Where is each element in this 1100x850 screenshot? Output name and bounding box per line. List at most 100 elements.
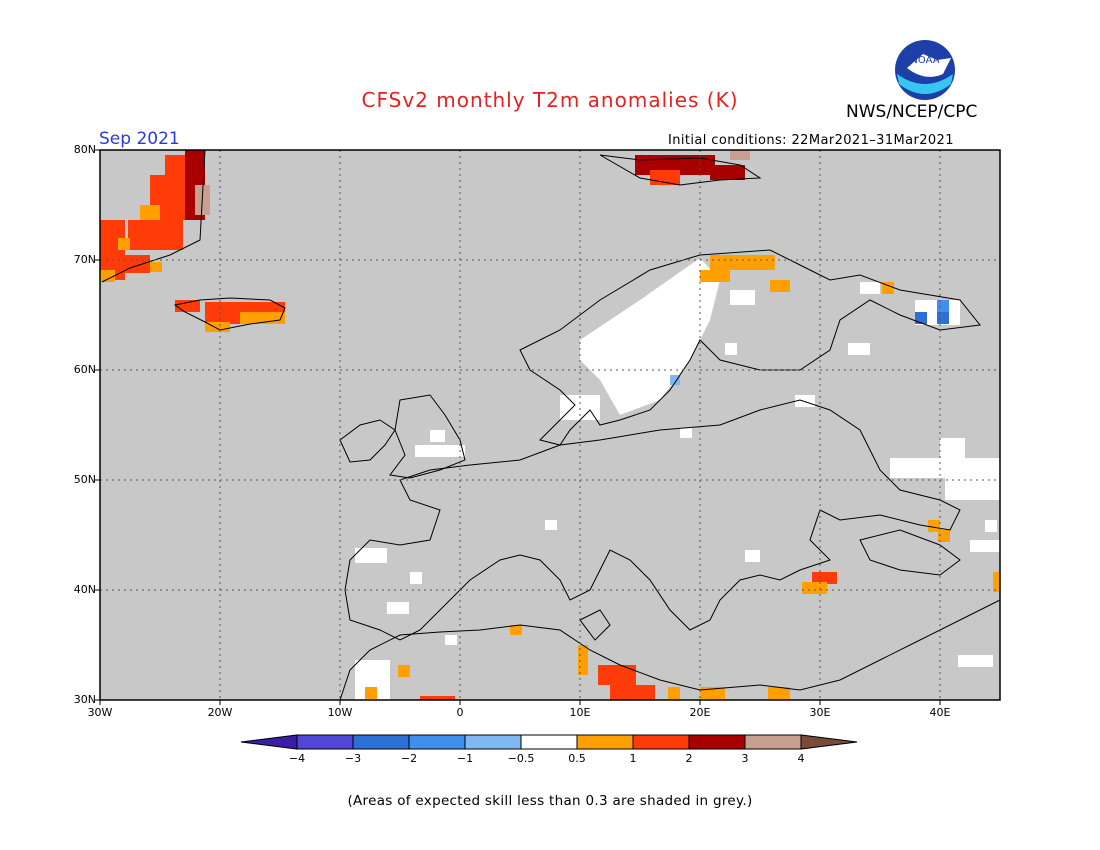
anomaly-patch [915,312,927,324]
anomaly-patch [770,280,790,292]
map-background [100,150,1000,700]
anomaly-patch [958,655,993,667]
anomaly-patch [680,428,692,438]
lon-label-40e: 40E [929,706,951,719]
lon-label-10w: 10W [327,706,353,719]
lat-label-50n: 50N [73,473,96,486]
lat-label-80n: 80N [73,143,96,156]
coastline-iceland [173,297,286,331]
lon-label-30e: 30E [809,706,831,719]
anomaly-patch [890,458,1000,478]
colorbar-arrow-left [240,734,298,750]
colorbar-swatch [576,734,634,750]
anomaly-patch [598,665,636,685]
lat-label-30n: 30N [73,693,96,706]
anomaly-patch [175,300,200,312]
colorbar [240,734,858,750]
colorbar-label: −2 [400,752,418,765]
month-label: Sep 2021 [99,129,180,149]
colorbar-swatch [296,734,354,750]
anomaly-patch [365,687,377,699]
lon-label-30w: 30W [87,706,113,719]
coastline-britain [389,394,466,479]
lon-label-10e: 10E [569,706,591,719]
lat-label-60n: 60N [73,363,96,376]
anomaly-patch [725,343,737,355]
anomaly-patch [118,238,130,250]
anomaly-patch [710,255,775,270]
colorbar-label: 1 [629,752,637,765]
anomaly-patch [445,635,457,645]
anomaly-patch [578,645,588,675]
anomaly-patch [545,520,557,530]
anomaly-patch [802,582,827,594]
anomaly-patch [940,438,965,460]
anomaly-patch [700,687,725,699]
coastline-black-sea [859,529,961,576]
anomaly-patch [848,343,870,355]
coastline-ireland [339,419,396,463]
anomaly-patch [993,572,1000,592]
colorbar-label: −3 [344,752,362,765]
coastline-greenland [101,149,206,283]
lat-label-40n: 40N [73,583,96,596]
colorbar-label: −1 [456,752,474,765]
colorbar-swatch [632,734,690,750]
footnote: (Areas of expected skill less than 0.3 a… [347,793,753,809]
tick-marks [95,149,941,705]
noaa-logo: NOAA [895,40,955,100]
colorbar-swatch [688,734,746,750]
anomaly-patch [420,696,455,700]
anomaly-patch [415,445,465,457]
lon-label-20e: 20E [689,706,711,719]
coastline-svalbard [599,154,762,186]
anomaly-patch [812,572,837,584]
anomaly-patch [795,395,815,407]
anomaly-patch [928,520,940,532]
colorbar-swatch [408,734,466,750]
anomaly-patch [882,282,894,294]
colorbar-label: 0.5 [568,752,586,765]
agency-label: NWS/NCEP/CPC [846,102,978,122]
anomaly-patch [165,155,190,175]
anomaly-patch [150,262,162,272]
anomaly-patch [700,270,730,282]
anomaly-patch [937,300,949,312]
anomaly-patch [768,687,790,699]
map-frame [99,149,1001,701]
colorbar-label: −0.5 [507,752,535,765]
lon-label-0: 0 [456,706,464,719]
colorbar-label: −4 [288,752,306,765]
anomaly-patch [110,255,150,273]
anomaly-patch [730,150,750,160]
anomaly-patch [985,520,997,532]
anomaly-patch [745,550,760,562]
anomaly-patch [128,220,183,250]
anomaly-patch [970,540,1000,552]
anomaly-patch [430,430,445,442]
anomaly-patch [610,685,655,700]
colorbar-swatch [352,734,410,750]
anomaly-patch [355,548,387,563]
anomaly-patch [938,530,950,542]
page-title: CFSv2 monthly T2m anomalies (K) [361,88,739,112]
lon-label-20w: 20W [207,706,233,719]
colorbar-swatch [464,734,522,750]
anomaly-patch [205,322,230,332]
anomaly-patch [387,602,409,614]
anomaly-patch [945,475,1000,500]
anomaly-patches [100,150,1000,700]
colorbar-arrow-right [800,734,858,750]
lat-label-70n: 70N [73,253,96,266]
anomaly-patch [937,312,949,324]
anomaly-patch [140,205,160,220]
anomaly-patch [860,282,880,294]
anomaly-patch [580,258,720,415]
anomaly-patch [510,625,522,635]
anomaly-patch [670,375,680,385]
colorbar-label: 4 [797,752,805,765]
logo-bird [907,54,951,77]
coastline-sicily [579,609,611,641]
colorbar-label: 2 [685,752,693,765]
